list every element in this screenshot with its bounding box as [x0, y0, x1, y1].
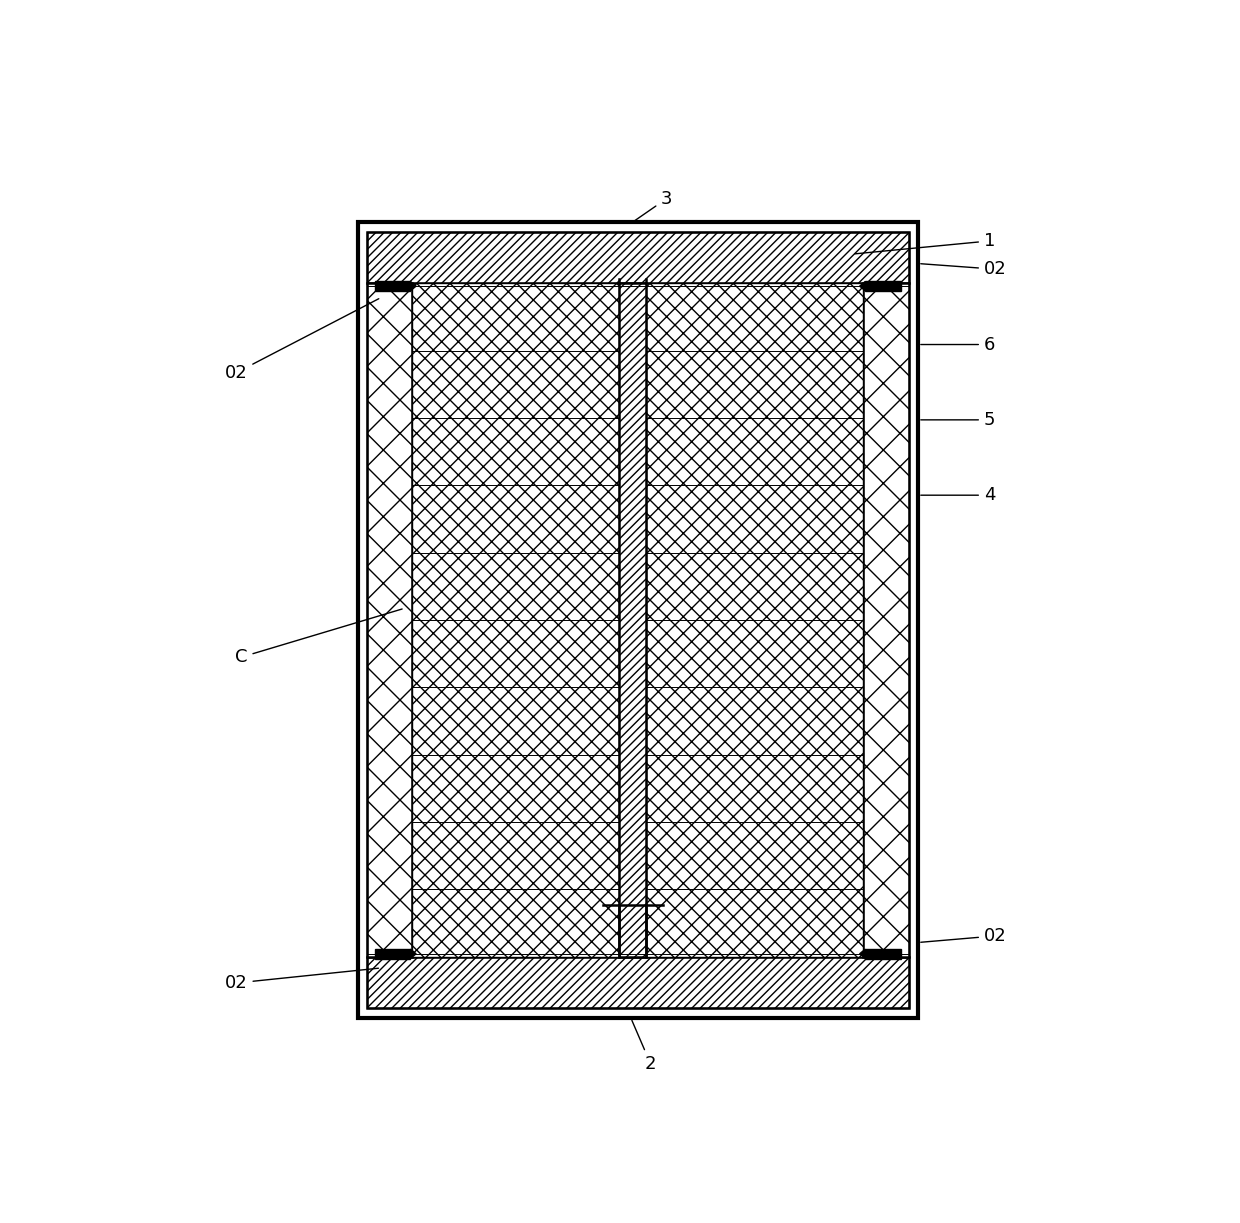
Text: 02: 02 — [224, 969, 378, 992]
Bar — [646, 284, 863, 956]
Bar — [367, 231, 909, 1009]
Polygon shape — [410, 281, 417, 291]
Text: C: C — [236, 609, 402, 667]
Bar — [367, 231, 909, 284]
Bar — [357, 223, 918, 1018]
Text: 6: 6 — [921, 335, 996, 353]
Bar — [866, 949, 901, 959]
Bar — [374, 281, 410, 291]
Text: 5: 5 — [921, 411, 996, 429]
Text: 02: 02 — [224, 298, 378, 382]
Bar — [866, 281, 901, 291]
Bar — [367, 284, 413, 956]
Text: 1: 1 — [854, 232, 996, 254]
Text: 4: 4 — [921, 487, 996, 504]
Text: 3: 3 — [635, 190, 672, 220]
Polygon shape — [410, 949, 417, 959]
Polygon shape — [859, 281, 866, 291]
Text: 02: 02 — [921, 927, 1007, 945]
Bar — [413, 284, 620, 956]
Bar — [863, 284, 909, 956]
Bar — [367, 956, 909, 1009]
Text: 02: 02 — [921, 260, 1007, 278]
Polygon shape — [859, 949, 866, 959]
Text: 2: 2 — [632, 1020, 656, 1073]
Bar — [620, 284, 646, 956]
Bar — [374, 949, 410, 959]
